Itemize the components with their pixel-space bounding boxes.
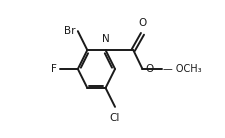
- Text: — OCH₃: — OCH₃: [162, 64, 201, 74]
- Text: F: F: [51, 64, 57, 74]
- Text: O: O: [145, 64, 153, 74]
- Text: O: O: [138, 18, 146, 28]
- Text: N: N: [101, 34, 109, 44]
- Text: Br: Br: [63, 26, 75, 36]
- Text: Cl: Cl: [109, 113, 120, 123]
